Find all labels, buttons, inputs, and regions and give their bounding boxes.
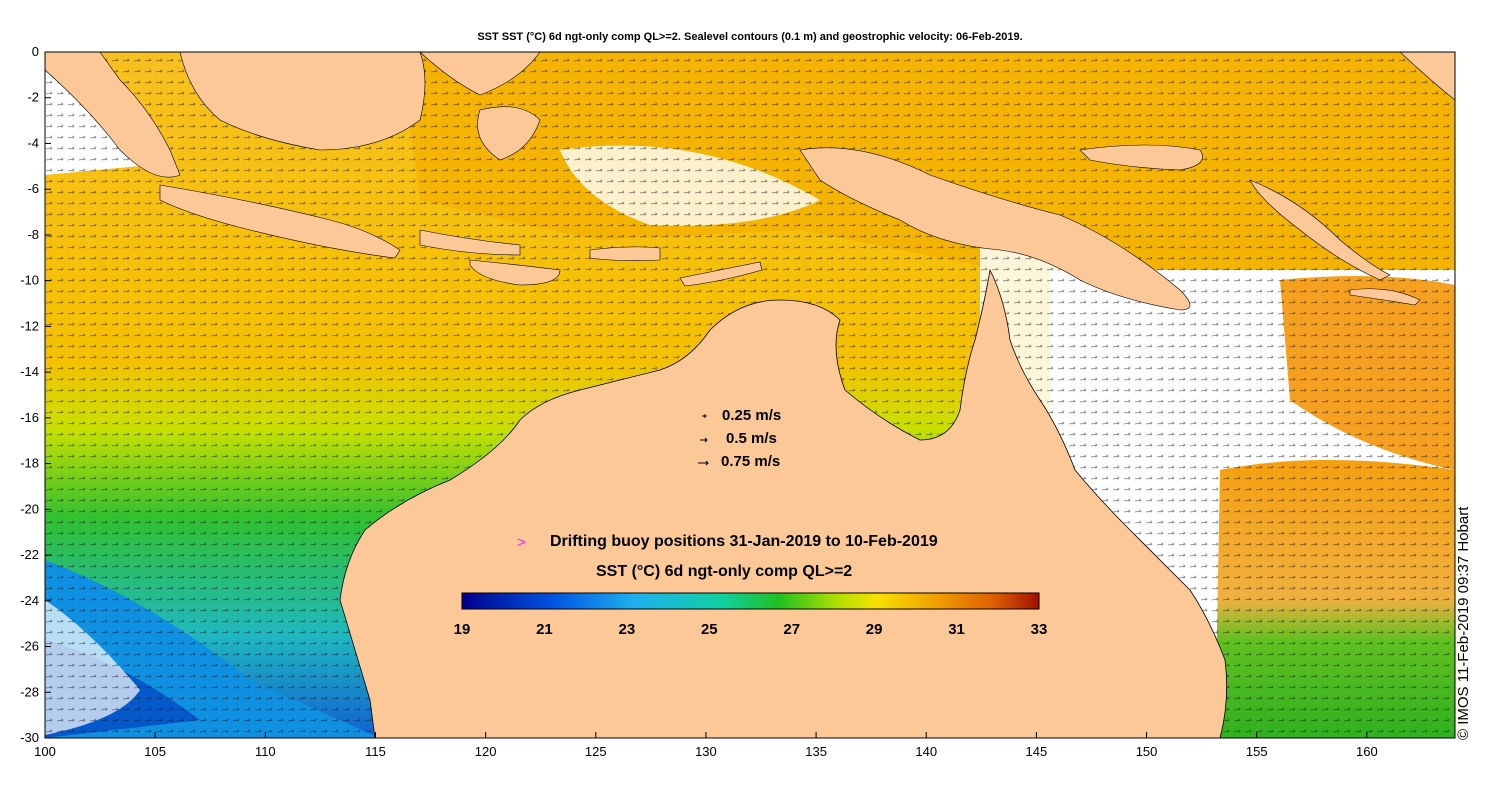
y-tick-label: -12	[20, 318, 39, 333]
y-tick-label: -28	[20, 684, 39, 699]
colorbar-title: SST (°C) 6d ngt-only comp QL>=2	[596, 563, 853, 580]
x-tick-label: 120	[475, 744, 497, 759]
velocity-arrow-025	[702, 414, 707, 418]
x-tick-label: 145	[1026, 744, 1048, 759]
y-tick-label: -24	[20, 593, 39, 608]
colorbar-tick-label: 33	[1030, 621, 1048, 638]
buoy-marker-icon: >	[517, 534, 526, 551]
x-tick-label: 150	[1136, 744, 1158, 759]
x-tick-label: 100	[34, 744, 56, 759]
sst-colorbar	[461, 592, 1040, 610]
colorbar-tick-label: 23	[618, 621, 636, 638]
velocity-arrow-05	[700, 437, 708, 443]
x-tick-label: 155	[1246, 744, 1268, 759]
colorbar-tick-label: 25	[700, 621, 718, 638]
y-tick-label: -8	[27, 227, 39, 242]
y-tick-label: -20	[20, 501, 39, 516]
x-tick-label: 130	[695, 744, 717, 759]
velocity-legend-label: 0.75 m/s	[721, 453, 781, 470]
y-tick-label: -14	[20, 364, 39, 379]
y-tick-label: -30	[20, 730, 39, 745]
velocity-arrow-075	[698, 460, 709, 466]
y-tick-label: -6	[27, 181, 39, 196]
buoy-legend-label: Drifting buoy positions 31-Jan-2019 to 1…	[550, 533, 938, 550]
colorbar-tick-label: 21	[536, 621, 553, 638]
y-tick-label: -2	[27, 90, 39, 105]
x-tick-label: 160	[1356, 744, 1378, 759]
x-axis: 100 105 110 115 120 125 130 135 140 145 150 155 160	[34, 732, 1378, 759]
colorbar-tick-label: 31	[948, 621, 965, 638]
y-tick-label: 0	[32, 44, 39, 59]
x-tick-label: 110	[255, 744, 276, 759]
y-tick-label: -4	[27, 135, 39, 150]
velocity-legend-label: 0.25 m/s	[722, 407, 782, 424]
y-tick-label: -16	[20, 410, 39, 425]
x-tick-label: 125	[585, 744, 607, 759]
map-title: SST SST (°C) 6d ngt-only comp QL>=2. Sea…	[477, 31, 1023, 43]
velocity-legend-arrows	[698, 414, 709, 466]
velocity-legend-label: 0.5 m/s	[726, 430, 777, 447]
colorbar-tick-label: 29	[865, 621, 883, 638]
sst-field	[45, 52, 1455, 738]
x-tick-label: 135	[805, 744, 827, 759]
y-tick-label: -10	[20, 273, 39, 288]
colorbar-tick-label: 19	[453, 621, 471, 638]
x-tick-label: 140	[915, 744, 937, 759]
x-tick-label: 105	[144, 744, 166, 759]
y-tick-label: -18	[20, 456, 39, 471]
plot-frame	[44, 51, 1456, 739]
x-tick-label: 115	[365, 744, 386, 759]
credit-text: © IMOS 11-Feb-2019 09:37 Hobart	[1455, 506, 1472, 740]
y-tick-label: -22	[20, 547, 39, 562]
y-axis: 0 -2 -4 -6 -8 -10 -12 -14 -16 -18 -20 -22 -24 -26 -28 -…	[20, 44, 51, 745]
y-tick-label: -26	[20, 639, 39, 654]
colorbar-tick-label: 27	[783, 621, 801, 638]
